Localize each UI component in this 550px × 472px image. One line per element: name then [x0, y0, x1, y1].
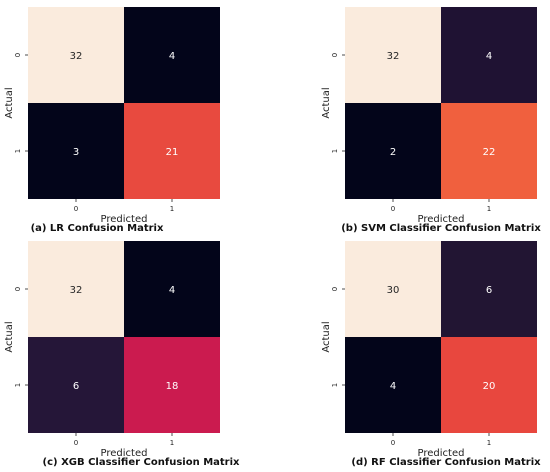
- confusion-matrix-panel-2: 32 4 6 18 0 1 0 1 Predicted Actual (c) XGB Classif…: [4, 241, 240, 468]
- y-tick-label: 0: [331, 287, 339, 291]
- cell-value-label: 22: [483, 147, 496, 158]
- heatmap-cell: [124, 103, 220, 199]
- cell-value-label: 32: [70, 285, 83, 296]
- x-tick-label: 1: [170, 439, 174, 447]
- panel-caption: (d) RF Classifier Confusion Matrix: [351, 457, 541, 468]
- x-axis-label: Predicted: [418, 214, 465, 225]
- cell-value-label: 20: [483, 381, 496, 392]
- heatmap-cell: [124, 7, 220, 103]
- cell-value-label: 32: [70, 51, 83, 62]
- cell-value-label: 4: [169, 51, 175, 62]
- heatmap-cell: [441, 7, 537, 103]
- heatmap-cell: [124, 241, 220, 337]
- cell-value-label: 2: [390, 147, 396, 158]
- y-tick-label: 1: [14, 149, 22, 153]
- y-tick-label: 0: [14, 53, 22, 57]
- x-tick-label: 0: [391, 205, 395, 213]
- cell-value-label: 4: [169, 285, 175, 296]
- heatmap-cell: [345, 337, 441, 433]
- heatmap-cell: [28, 241, 124, 337]
- heatmap-cell: [441, 241, 537, 337]
- heatmap-cell: [28, 103, 124, 199]
- cell-value-label: 30: [387, 285, 400, 296]
- x-axis-label: Predicted: [101, 448, 148, 459]
- y-tick-label: 1: [331, 149, 339, 153]
- panel-caption: (a) LR Confusion Matrix: [31, 223, 164, 234]
- x-tick-label: 1: [487, 439, 491, 447]
- y-tick-label: 0: [331, 53, 339, 57]
- panel-caption: (c) XGB Classifier Confusion Matrix: [43, 457, 241, 468]
- x-tick-label: 0: [74, 205, 78, 213]
- cell-value-label: 32: [387, 51, 400, 62]
- y-axis-label: Actual: [4, 87, 15, 118]
- confusion-matrix-panel-3: 30 6 4 20 0 1 0 1 Predicted Actual (d) RF Classifi…: [321, 241, 541, 468]
- heatmap-cell: [345, 241, 441, 337]
- cell-value-label: 6: [486, 285, 492, 296]
- y-axis-label: Actual: [321, 87, 332, 118]
- x-tick-label: 0: [391, 439, 395, 447]
- heatmap-cell: [28, 337, 124, 433]
- confusion-matrix-panel-0: 32 4 3 21 0 1 0 1 Predicted Actual (a) LR Confusio…: [4, 7, 220, 234]
- heatmap-cell: [345, 7, 441, 103]
- y-tick-label: 1: [331, 383, 339, 387]
- y-axis-label: Actual: [321, 321, 332, 352]
- heatmap-cell: [124, 337, 220, 433]
- cell-value-label: 4: [486, 51, 492, 62]
- heatmap-cell: [441, 103, 537, 199]
- x-tick-label: 1: [487, 205, 491, 213]
- cell-value-label: 21: [166, 147, 179, 158]
- x-tick-label: 0: [74, 439, 78, 447]
- y-tick-label: 0: [14, 287, 22, 291]
- heatmap-cell: [441, 337, 537, 433]
- x-axis-label: Predicted: [418, 448, 465, 459]
- y-axis-label: Actual: [4, 321, 15, 352]
- cell-value-label: 4: [390, 381, 396, 392]
- heatmap-cell: [28, 7, 124, 103]
- heatmap-cell: [345, 103, 441, 199]
- cell-value-label: 3: [73, 147, 79, 158]
- panel-caption: (b) SVM Classifier Confusion Matrix: [341, 223, 541, 234]
- cell-value-label: 18: [166, 381, 179, 392]
- y-tick-label: 1: [14, 383, 22, 387]
- x-axis-label: Predicted: [101, 214, 148, 225]
- cell-value-label: 6: [73, 381, 79, 392]
- x-tick-label: 1: [170, 205, 174, 213]
